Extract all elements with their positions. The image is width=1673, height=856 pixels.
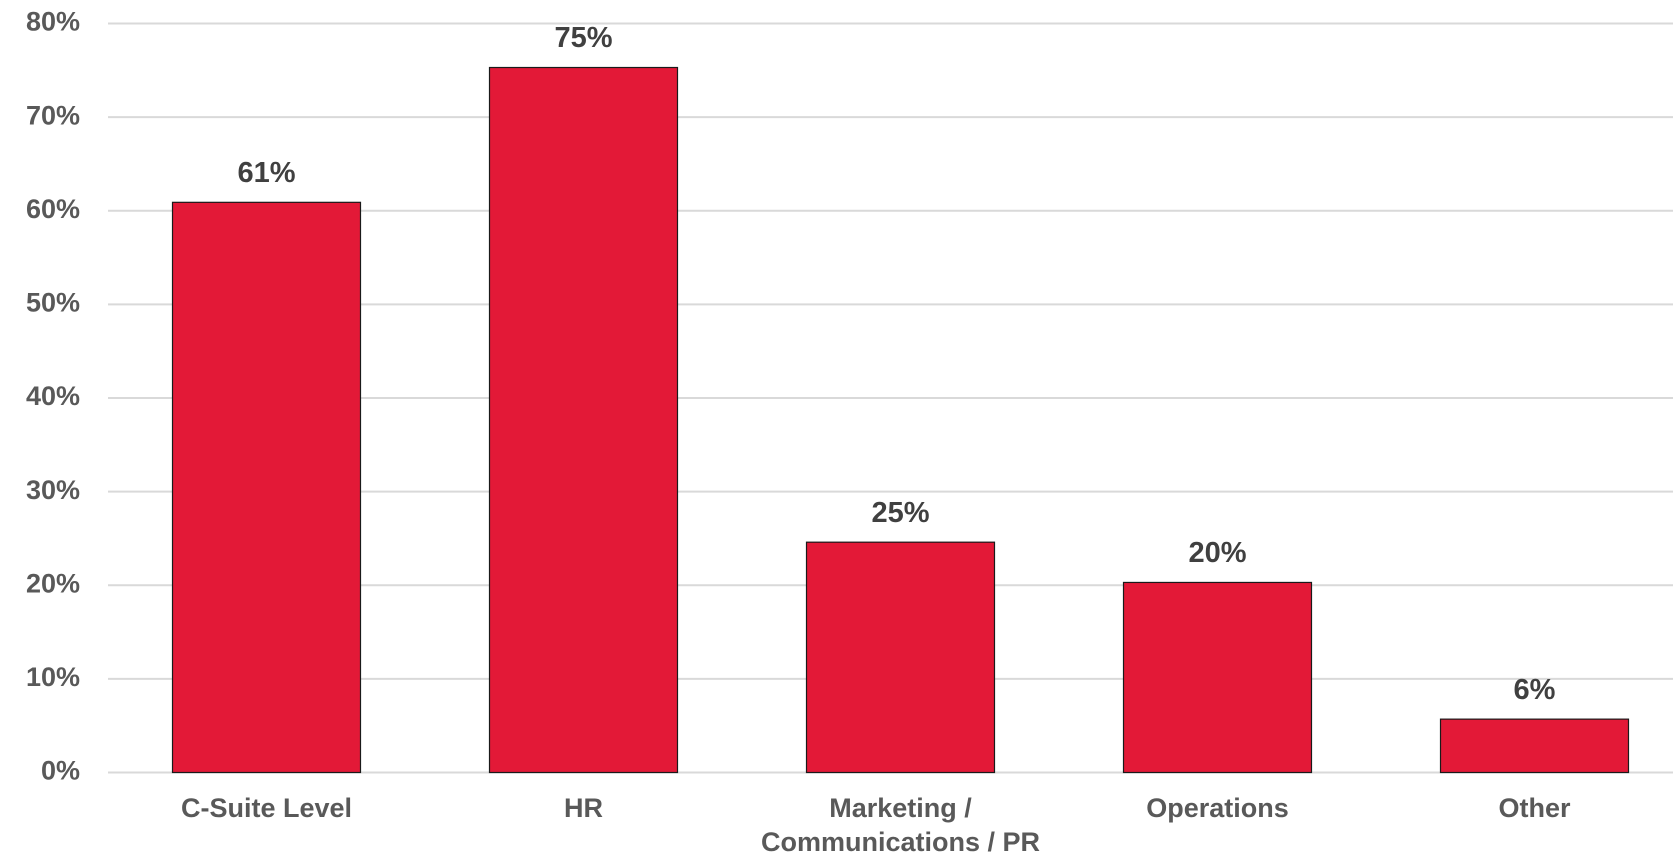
bar	[1439, 718, 1630, 774]
x-tick-label: C-Suite Level	[180, 792, 353, 823]
data-label: 75%	[554, 22, 612, 54]
y-tick-label: 70%	[26, 100, 80, 130]
x-tick-label: Operations	[1146, 792, 1289, 823]
y-tick-label: 0%	[41, 756, 80, 786]
x-tick-label: HR	[564, 792, 603, 823]
y-tick-label: 30%	[26, 475, 80, 505]
y-tick-label: 50%	[26, 288, 80, 318]
bar	[805, 541, 996, 774]
data-label: 25%	[871, 497, 929, 529]
y-tick-label: 80%	[26, 7, 80, 37]
y-tick-label: 60%	[26, 194, 80, 224]
data-label: 61%	[237, 157, 295, 189]
x-tick-label: Other	[1498, 792, 1571, 823]
bar	[171, 201, 362, 774]
y-tick-label: 10%	[26, 662, 80, 692]
bar	[1122, 581, 1313, 774]
y-tick-label: 40%	[26, 381, 80, 411]
data-label: 6%	[1514, 674, 1556, 706]
bar	[488, 66, 679, 774]
x-tick-label: Marketing / Communications / PR	[760, 792, 1041, 856]
y-tick-label: 20%	[26, 568, 80, 598]
data-label: 20%	[1188, 537, 1246, 569]
